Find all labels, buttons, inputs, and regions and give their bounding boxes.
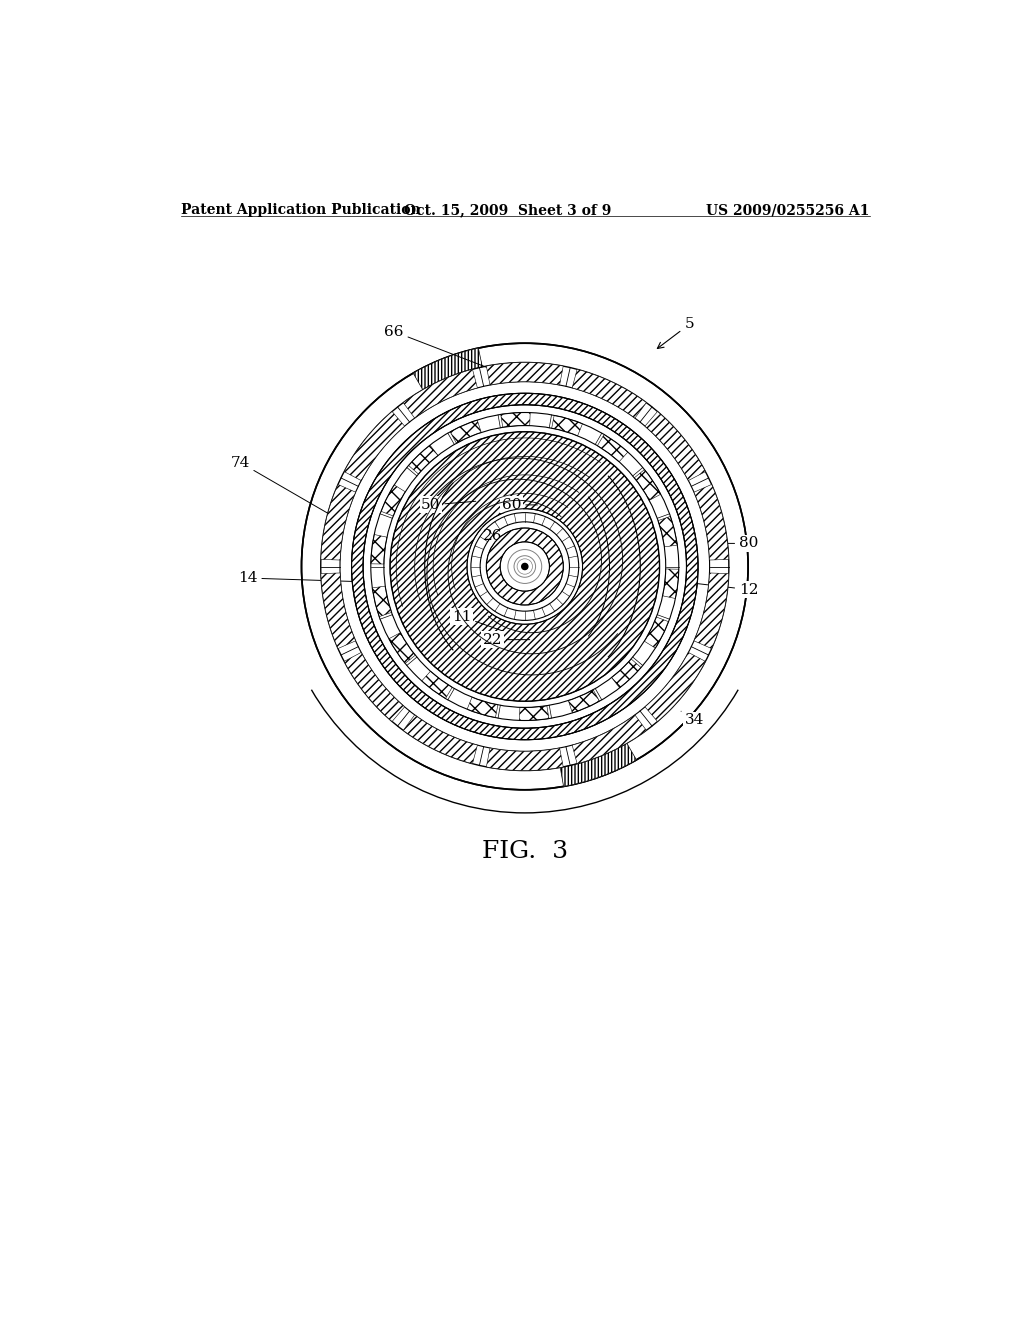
Wedge shape bbox=[634, 470, 660, 500]
Wedge shape bbox=[645, 412, 706, 480]
Text: 66: 66 bbox=[384, 325, 492, 370]
Wedge shape bbox=[373, 586, 391, 616]
Wedge shape bbox=[519, 706, 549, 721]
Wedge shape bbox=[422, 671, 453, 698]
Wedge shape bbox=[351, 393, 698, 739]
Wedge shape bbox=[390, 432, 659, 701]
Wedge shape bbox=[486, 748, 563, 771]
Wedge shape bbox=[644, 616, 669, 648]
Wedge shape bbox=[409, 445, 438, 474]
Wedge shape bbox=[572, 370, 646, 418]
Text: 11: 11 bbox=[452, 610, 503, 631]
Wedge shape bbox=[658, 516, 677, 546]
Wedge shape bbox=[552, 416, 583, 436]
Wedge shape bbox=[645, 652, 706, 722]
Circle shape bbox=[521, 564, 528, 570]
Text: Oct. 15, 2009  Sheet 3 of 9: Oct. 15, 2009 Sheet 3 of 9 bbox=[404, 203, 611, 216]
Wedge shape bbox=[611, 659, 641, 688]
Wedge shape bbox=[694, 573, 729, 648]
Wedge shape bbox=[486, 528, 563, 605]
Text: US 2009/0255256 A1: US 2009/0255256 A1 bbox=[707, 203, 869, 216]
Text: 50: 50 bbox=[421, 498, 476, 512]
Text: 80: 80 bbox=[709, 536, 758, 550]
Wedge shape bbox=[413, 348, 482, 389]
Text: 14: 14 bbox=[239, 572, 365, 585]
Wedge shape bbox=[560, 743, 637, 787]
Text: 22: 22 bbox=[482, 632, 529, 647]
Wedge shape bbox=[663, 569, 679, 598]
Text: 12: 12 bbox=[685, 582, 759, 597]
Wedge shape bbox=[572, 715, 646, 764]
Wedge shape bbox=[694, 484, 729, 560]
Text: FIG.  3: FIG. 3 bbox=[481, 840, 568, 863]
Wedge shape bbox=[389, 632, 416, 664]
Wedge shape bbox=[486, 363, 563, 385]
Wedge shape bbox=[344, 652, 404, 722]
Text: Patent Application Publication: Patent Application Publication bbox=[180, 203, 420, 216]
Wedge shape bbox=[501, 413, 530, 428]
Wedge shape bbox=[568, 690, 599, 713]
Text: 34: 34 bbox=[681, 711, 705, 727]
Wedge shape bbox=[321, 573, 355, 648]
Text: 5: 5 bbox=[657, 317, 694, 348]
Text: 74: 74 bbox=[230, 455, 338, 519]
Text: 26: 26 bbox=[482, 529, 534, 543]
Wedge shape bbox=[451, 420, 481, 444]
Wedge shape bbox=[597, 434, 628, 462]
Wedge shape bbox=[321, 484, 355, 560]
Text: 60: 60 bbox=[502, 498, 538, 512]
Wedge shape bbox=[371, 535, 387, 564]
Wedge shape bbox=[403, 370, 477, 418]
Wedge shape bbox=[403, 715, 477, 764]
Wedge shape bbox=[467, 697, 498, 718]
Wedge shape bbox=[344, 412, 404, 480]
Circle shape bbox=[301, 343, 749, 789]
Wedge shape bbox=[381, 484, 406, 516]
